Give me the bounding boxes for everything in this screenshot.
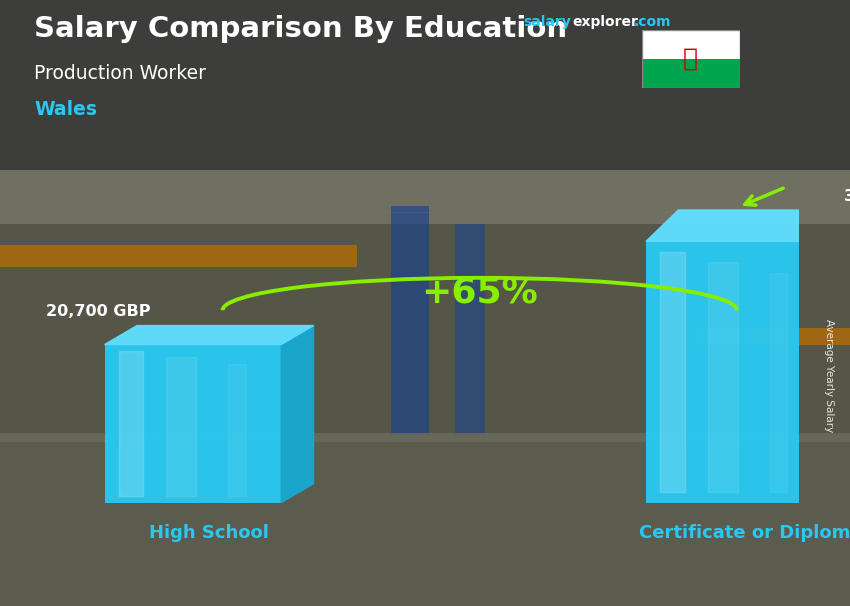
- Text: Salary Comparison By Education: Salary Comparison By Education: [34, 15, 567, 43]
- Text: Production Worker: Production Worker: [34, 64, 206, 82]
- Bar: [646, 241, 823, 503]
- Text: High School: High School: [149, 524, 269, 542]
- Text: explorer: explorer: [572, 15, 638, 29]
- Text: Wales: Wales: [34, 100, 97, 119]
- Text: 🐉: 🐉: [683, 47, 698, 71]
- Bar: [105, 345, 281, 503]
- Bar: [0, 0, 850, 224]
- Polygon shape: [119, 351, 144, 496]
- Bar: [0, 433, 850, 442]
- Polygon shape: [708, 262, 738, 492]
- Polygon shape: [823, 210, 850, 503]
- Bar: [0, 436, 850, 606]
- Bar: [642, 30, 740, 59]
- Bar: [391, 206, 429, 436]
- Text: 20,700 GBP: 20,700 GBP: [47, 304, 151, 319]
- Polygon shape: [660, 252, 685, 492]
- Text: 34,200 GBP: 34,200 GBP: [844, 189, 850, 204]
- Text: Average Yearly Salary: Average Yearly Salary: [824, 319, 834, 432]
- Text: salary: salary: [523, 15, 570, 29]
- Polygon shape: [646, 210, 850, 241]
- Polygon shape: [167, 357, 196, 496]
- Bar: [0, 245, 357, 267]
- Text: Certificate or Diploma: Certificate or Diploma: [638, 524, 850, 542]
- Bar: [455, 224, 484, 436]
- Polygon shape: [769, 273, 787, 492]
- Polygon shape: [105, 325, 314, 345]
- Text: +65%: +65%: [422, 276, 538, 310]
- Bar: [697, 328, 850, 345]
- Bar: [0, 224, 850, 436]
- Polygon shape: [281, 325, 314, 503]
- Text: .com: .com: [633, 15, 671, 29]
- Bar: [0, 0, 850, 170]
- Polygon shape: [228, 364, 246, 496]
- Bar: [642, 59, 740, 88]
